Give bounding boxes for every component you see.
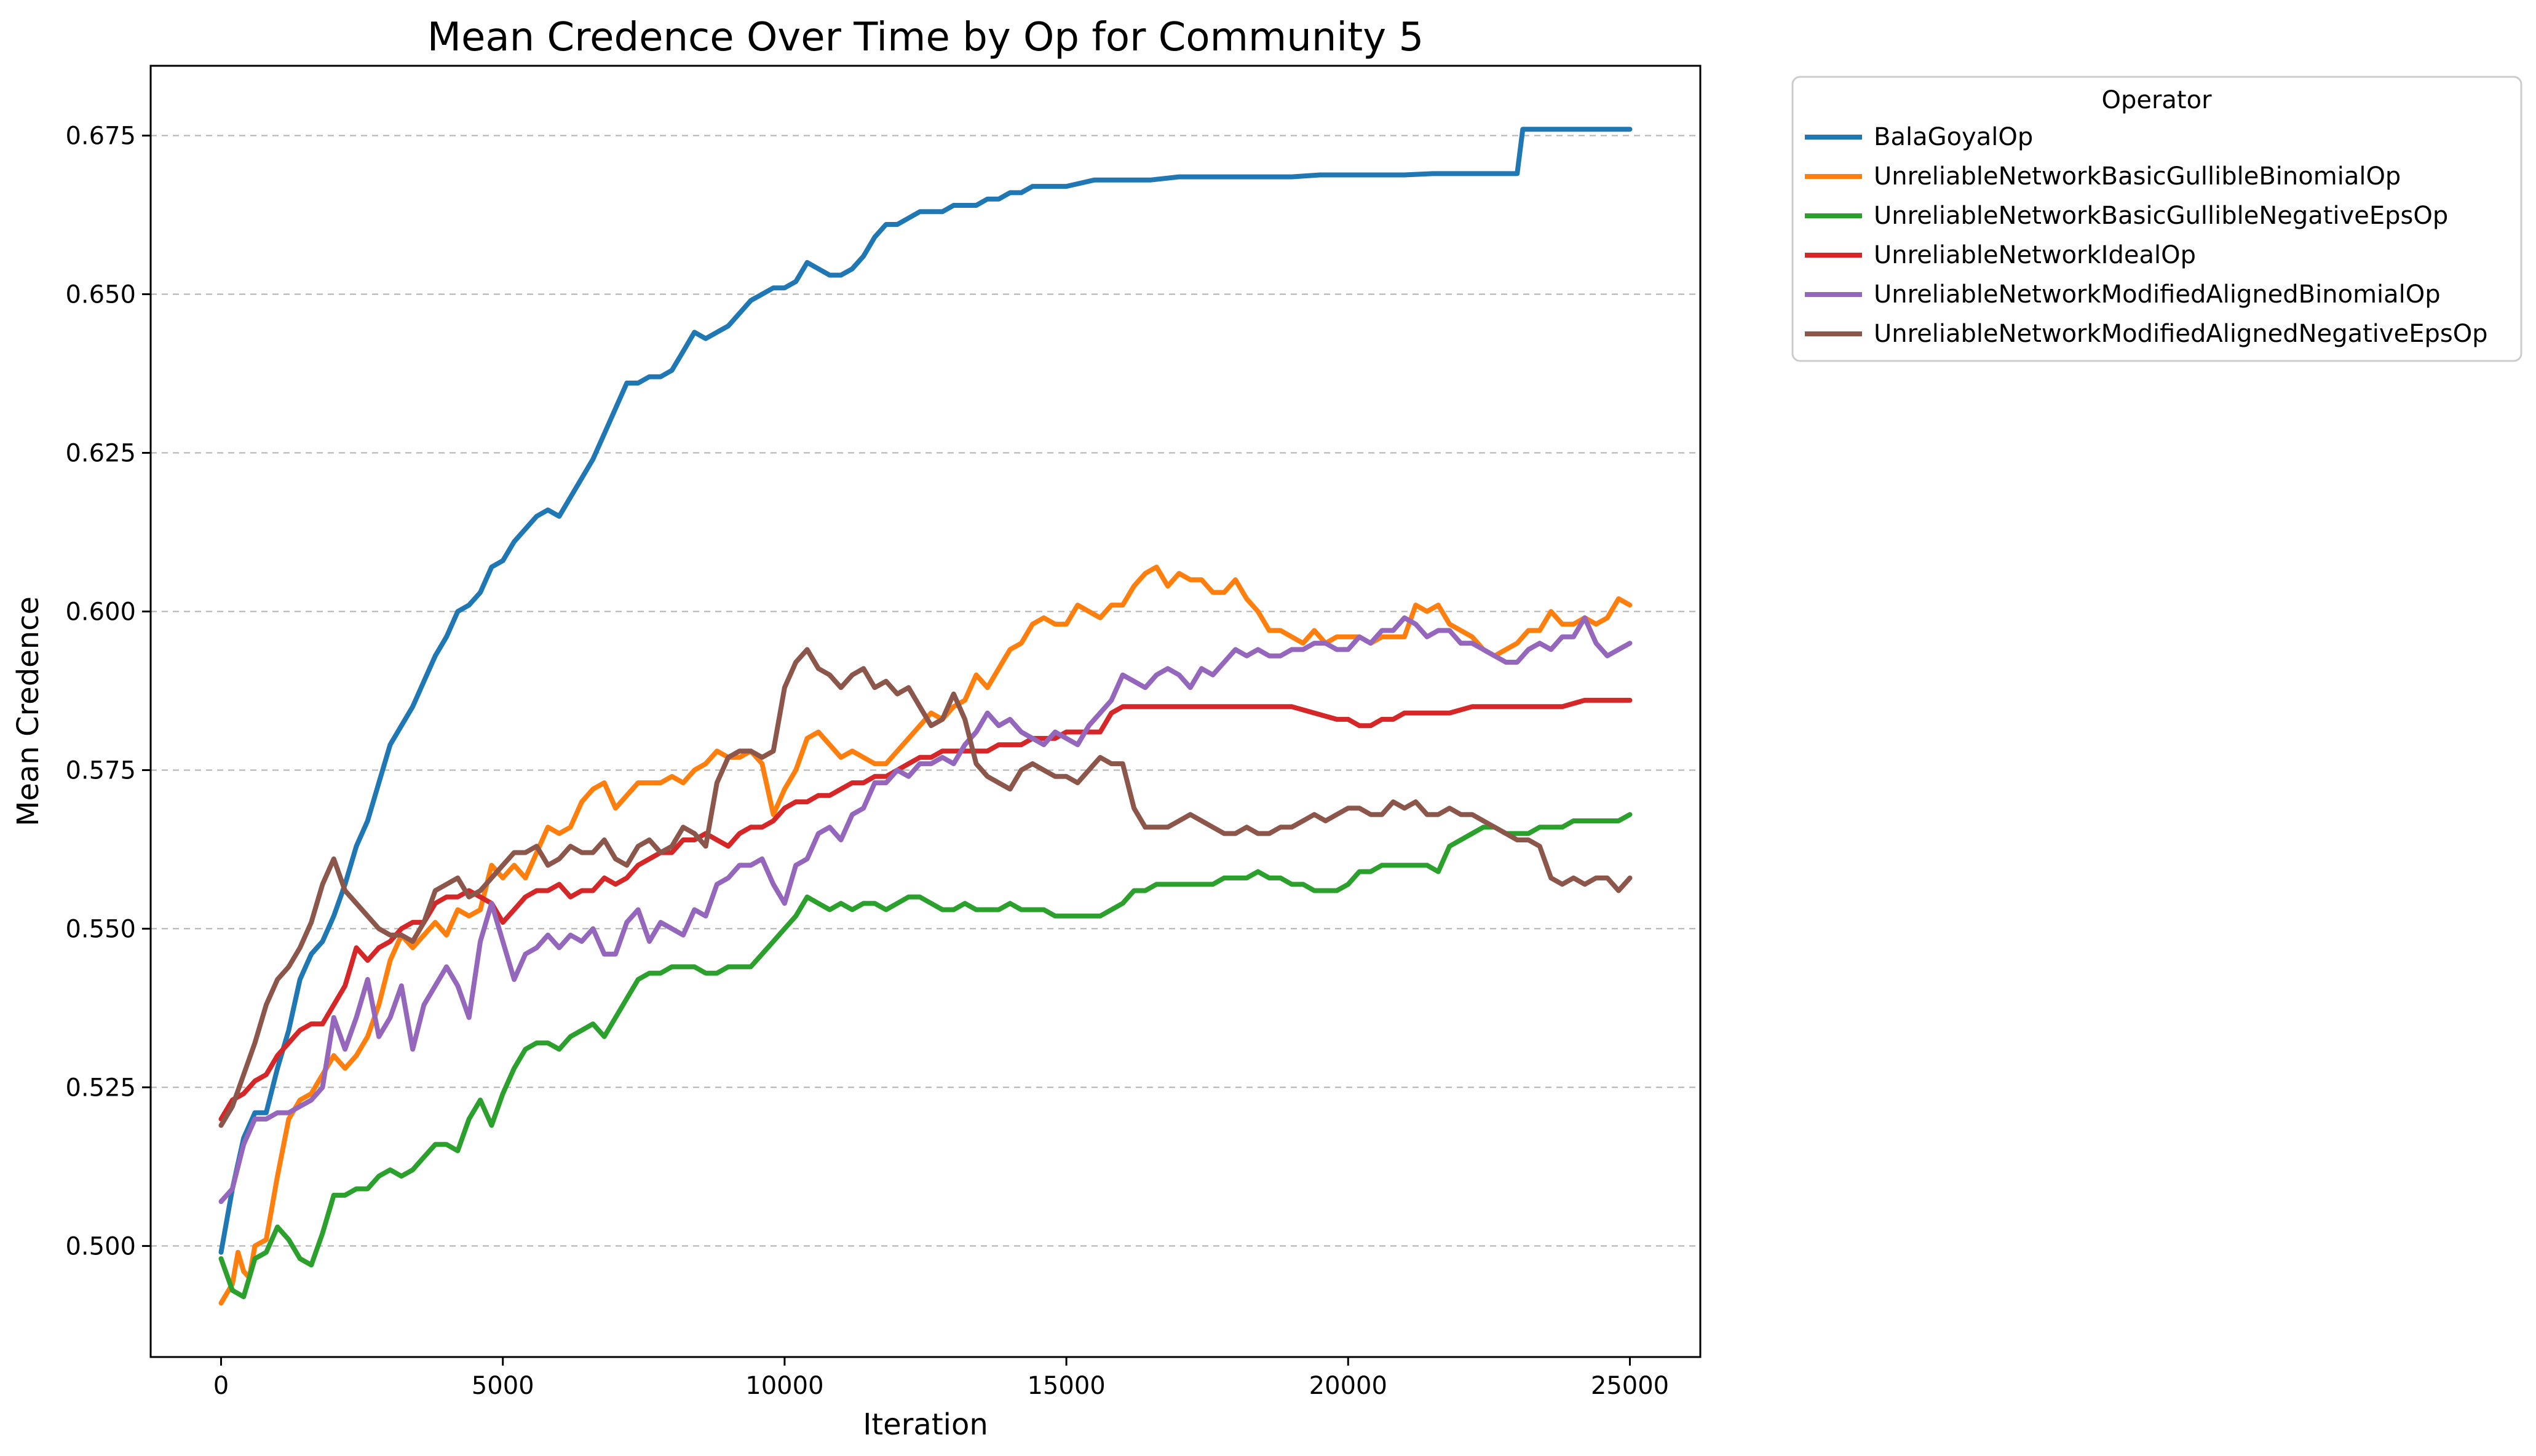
y-tick-label: 0.500	[65, 1232, 136, 1260]
series-lines	[218, 127, 1633, 1306]
x-tick-label: 15000	[1027, 1372, 1105, 1400]
legend-label: UnreliableNetworkModifiedAlignedNegative…	[1874, 320, 2488, 348]
y-tick-label: 0.550	[65, 915, 136, 943]
series-line-3	[218, 812, 1633, 1299]
y-tick-label: 0.525	[65, 1074, 136, 1102]
x-tick-label: 5000	[472, 1372, 534, 1400]
x-tick-label: 10000	[745, 1372, 823, 1400]
y-tick-label: 0.650	[65, 280, 136, 309]
x-axis-label: Iteration	[863, 1407, 988, 1442]
y-axis-label: Mean Credence	[11, 596, 46, 826]
chart-title: Mean Credence Over Time by Op for Commun…	[427, 15, 1424, 60]
legend-label: UnreliableNetworkIdealOp	[1874, 241, 2196, 269]
y-tick-label: 0.625	[65, 439, 136, 467]
x-tick-label: 0	[213, 1372, 229, 1400]
series-line-4	[218, 697, 1633, 1122]
series-line-6	[218, 647, 1633, 1128]
legend-entries: BalaGoyalOp UnreliableNetworkBasicGullibl…	[1805, 123, 2488, 348]
x-tick-label: 25000	[1591, 1372, 1669, 1400]
legend-frame	[1791, 76, 2522, 362]
x-tick-label: 20000	[1309, 1372, 1387, 1400]
legend-label: UnreliableNetworkModifiedAlignedBinomial…	[1874, 280, 2441, 309]
y-tick-label: 0.575	[65, 756, 136, 785]
y-tick-label: 0.675	[65, 122, 136, 151]
y-gridlines	[151, 135, 1700, 1247]
x-axis-ticks: 0 5000 10000 15000 20000 25000	[213, 1357, 1669, 1400]
series-line-1	[218, 127, 1633, 1255]
y-tick-label: 0.600	[65, 598, 136, 626]
y-axis-ticks: 0.500 0.525 0.550 0.575 0.600 0.625 0.650 0.675	[65, 122, 151, 1260]
series-line-2	[218, 564, 1633, 1306]
legend-label: BalaGoyalOp	[1874, 123, 2033, 151]
legend-title: Operator	[2101, 86, 2212, 114]
plot-area-frame	[149, 65, 1702, 1358]
legend-label: UnreliableNetworkBasicGullibleNegativeEp…	[1874, 202, 2448, 230]
legend-label: UnreliableNetworkBasicGullibleBinomialOp	[1874, 162, 2401, 191]
series-line-5	[218, 615, 1633, 1205]
legend: Operator BalaGoyalOp UnreliableNetworkBas…	[1791, 76, 2522, 362]
